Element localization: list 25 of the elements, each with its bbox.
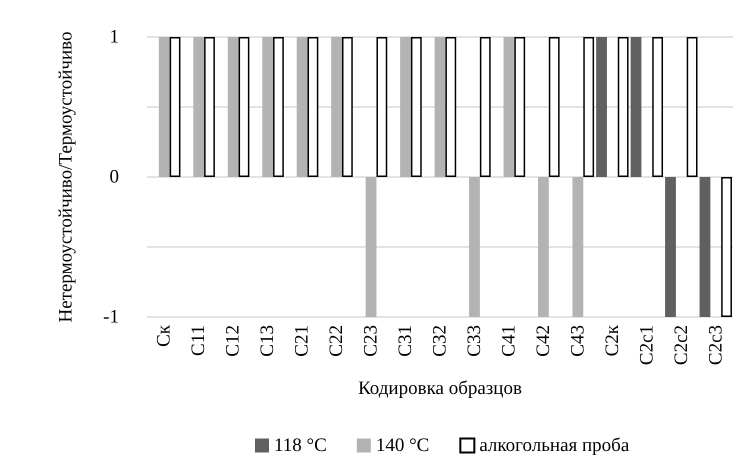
x-tick-label: С43 — [567, 325, 588, 357]
x-tick-label: С2с1 — [636, 325, 658, 366]
x-tick-label: С21 — [292, 325, 313, 357]
x-tick-label: С41 — [498, 325, 520, 357]
y-tick-label: 1 — [110, 26, 119, 48]
x-tick-label: С22 — [326, 325, 348, 357]
x-tick-label: С31 — [395, 325, 416, 357]
y-axis-title: Нетермоустойчиво/Термоустойчиво — [56, 32, 76, 322]
x-tick-label: С11 — [188, 325, 210, 356]
x-tick-label: С42 — [532, 325, 554, 357]
x-tick-label: С2с2 — [670, 325, 692, 366]
x-tick-label: С12 — [222, 325, 244, 357]
x-tick-label: С2с3 — [705, 325, 726, 366]
legend-label: алкогольная проба — [479, 435, 630, 456]
y-tick-label: 0 — [110, 166, 119, 188]
x-tick-label: С13 — [257, 325, 278, 357]
x-axis-title: Кодировка образцов — [358, 378, 522, 399]
x-tick-label: С32 — [430, 325, 450, 357]
x-tick-label: С23 — [360, 325, 382, 357]
y-tick-label: -1 — [103, 306, 119, 328]
legend-label: 118 °C — [274, 435, 327, 456]
x-tick-label: С33 — [464, 325, 485, 357]
x-tick-label: С2к — [602, 324, 623, 356]
legend-label: 140 °C — [376, 435, 430, 456]
x-tick-label: Ск — [154, 324, 175, 347]
